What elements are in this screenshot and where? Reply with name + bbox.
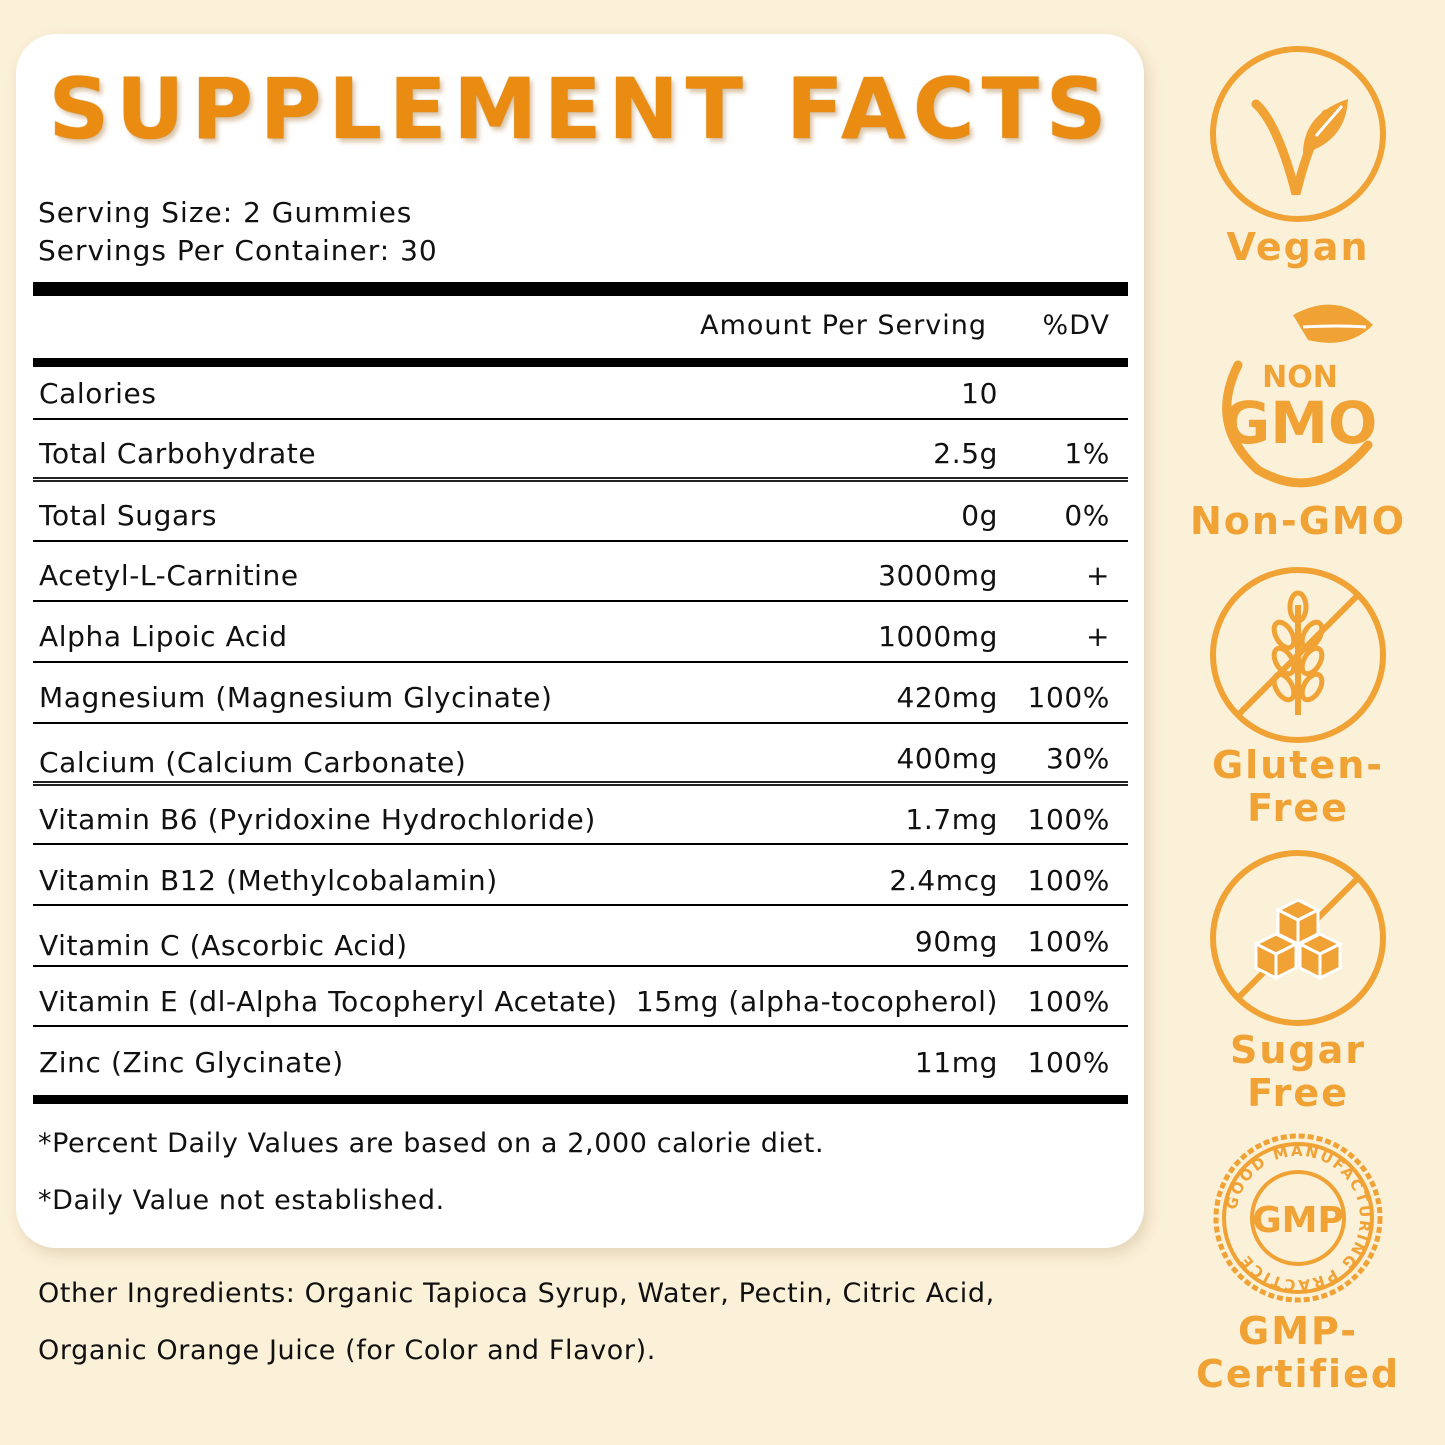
vegan-label: Vegan [1226,225,1370,269]
non-gmo-top-text: NON [1262,360,1338,395]
row-divider [33,661,1128,663]
nutrient-dv: 0% [1064,499,1110,532]
non-gmo-main-text: GMO [1223,389,1378,457]
servings-per-container: Servings Per Container: 30 [38,234,438,267]
nutrient-name: Total Sugars [39,499,218,532]
footnote-not-established: *Daily Value not established. [38,1185,445,1216]
nutrient-amount: 10 [961,377,998,410]
nutrient-amount: 1.7mg [905,803,998,836]
row-divider-double [33,781,1128,786]
gmp-seal-icon: GOOD MANUFACTURING PRACTICE GMP [1213,1133,1383,1303]
gmp-badge: GOOD MANUFACTURING PRACTICE GMP [1212,1132,1392,1304]
supplement-facts-card [16,34,1144,1248]
nutrient-name: Zinc (Zinc Glycinate) [39,1046,344,1079]
row-divider [33,843,1128,845]
row-divider [33,418,1128,420]
dv-header: %DV [1042,310,1110,341]
nutrient-amount: 400mg [896,742,998,775]
top-thick-bar [33,282,1128,296]
table-row: Vitamin B6 (Pyridoxine Hydrochloride) 1.… [33,784,1128,844]
gmp-label-line-1: GMP- [1238,1309,1358,1353]
nutrient-amount: 2.5g [933,437,998,470]
nutrient-name: Vitamin C (Ascorbic Acid) [39,929,408,962]
footnote-dv: *Percent Daily Values are based on a 2,0… [38,1128,825,1159]
non-gmo-label: Non-GMO [1189,499,1407,543]
gluten-free-label-line-1: Gluten- [1211,743,1385,787]
nutrient-amount: 90mg [914,925,998,958]
table-row: Total Carbohydrate 2.5g 1% [33,418,1128,478]
table-row: Magnesium (Magnesium Glycinate) 420mg 10… [33,662,1128,722]
table-row: Vitamin B12 (Methylcobalamin) 2.4mcg 100… [33,845,1128,905]
nutrient-dv: + [1085,559,1110,592]
nutrient-amount: 1000mg [878,620,998,653]
row-divider [33,1025,1128,1027]
vegan-badge [1208,44,1388,224]
bottom-thick-bar [33,1095,1128,1104]
nutrient-amount: 0g [961,499,998,532]
amount-per-serving-header: Amount Per Serving [700,310,987,341]
nutrient-name: Vitamin B6 (Pyridoxine Hydrochloride) [39,803,596,836]
sugar-free-cubes-icon [1210,850,1386,1026]
nutrient-name: Vitamin E (dl-Alpha Tocopheryl Acetate) [39,985,618,1018]
nutrient-name: Total Carbohydrate [39,437,317,470]
nutrient-name: Acetyl-L-Carnitine [39,559,299,592]
row-divider [33,965,1128,967]
nutrient-dv: 100% [1027,985,1110,1018]
table-row: Calcium (Calcium Carbonate) 400mg 30% [33,723,1128,783]
nutrient-dv: 100% [1027,803,1110,836]
sugar-free-label-line-2: Free [1247,1071,1349,1115]
gluten-free-badge [1208,565,1388,745]
serving-size: Serving Size: 2 Gummies [38,196,413,229]
nutrient-amount: 15mg (alpha-tocopherol) [635,985,998,1018]
non-gmo-icon: NON GMO [1222,304,1378,488]
nutrient-dv: 100% [1027,1046,1110,1079]
gmp-center-text: GMP [1252,1200,1344,1241]
sugar-free-badge [1208,848,1388,1028]
header-bar [33,358,1128,367]
nutrient-name: Calories [39,377,157,410]
table-row: Acetyl-L-Carnitine 3000mg + [33,540,1128,600]
table-row: Total Sugars 0g 0% [33,480,1128,540]
page-title: SUPPLEMENT FACTS [48,60,1114,158]
other-ingredients-line-1: Other Ingredients: Organic Tapioca Syrup… [38,1278,995,1309]
nutrient-name: Alpha Lipoic Acid [39,620,288,653]
nutrient-dv: 100% [1027,681,1110,714]
row-divider [33,600,1128,602]
gluten-free-label-line-2: Free [1247,786,1349,830]
row-divider [33,540,1128,542]
nutrient-amount: 420mg [896,681,998,714]
nutrient-amount: 11mg [914,1046,998,1079]
table-row: Zinc (Zinc Glycinate) 11mg 100% [33,1027,1128,1087]
nutrient-name: Magnesium (Magnesium Glycinate) [39,681,553,714]
nutrient-amount: 3000mg [878,559,998,592]
sugar-free-label-line-1: Sugar [1229,1028,1366,1072]
other-ingredients-line-2: Organic Orange Juice (for Color and Flav… [38,1335,656,1366]
table-row: Vitamin E (dl-Alpha Tocopheryl Acetate) … [33,966,1128,1026]
gluten-free-wheat-icon [1210,567,1386,743]
nutrient-dv: 100% [1027,864,1110,897]
nutrient-name: Vitamin B12 (Methylcobalamin) [39,864,498,897]
nutrient-dv: + [1085,620,1110,653]
table-row: Alpha Lipoic Acid 1000mg + [33,601,1128,661]
nutrient-dv: 1% [1064,437,1110,470]
table-row: Calories 10 [33,358,1128,418]
nutrient-name: Calcium (Calcium Carbonate) [39,746,467,779]
row-divider-double [33,477,1128,482]
nutrient-dv: 100% [1027,925,1110,958]
table-row: Vitamin C (Ascorbic Acid) 90mg 100% [33,906,1128,966]
row-divider [33,722,1128,724]
nutrient-amount: 2.4mcg [889,864,998,897]
vegan-leaf-icon [1210,46,1386,222]
nutrient-dv: 30% [1045,742,1110,775]
non-gmo-badge: NON GMO [1208,295,1388,495]
gmp-label-line-2: Certified [1195,1352,1401,1396]
row-divider [33,904,1128,906]
